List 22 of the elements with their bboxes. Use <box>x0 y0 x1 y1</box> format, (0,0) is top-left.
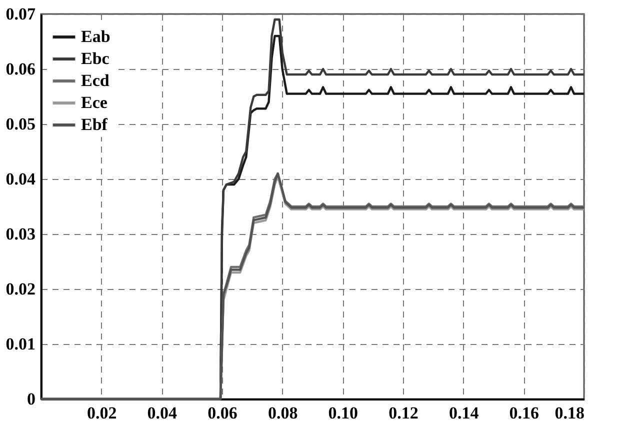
y-tick-label: 0.04 <box>6 170 36 188</box>
y-tick-label: 0.01 <box>6 334 36 354</box>
y-tick-label: 0.03 <box>6 224 36 244</box>
y-tick-label: 0.05 <box>6 114 36 134</box>
x-tick-label: 0.06 <box>208 404 238 422</box>
legend-label: Eab <box>81 27 110 46</box>
y-tick-label: 0.02 <box>6 280 36 298</box>
y-tick-label: 0.06 <box>6 60 36 78</box>
x-tick-label: 0.02 <box>86 404 117 422</box>
x-tick-label: 0.12 <box>388 404 418 422</box>
legend-label: Ebf <box>81 115 108 134</box>
x-tick-label: 0.16 <box>509 404 540 422</box>
y-tick-label: 0.07 <box>6 4 36 24</box>
legend-label: Ebc <box>81 49 110 68</box>
x-tick-label: 0.08 <box>268 404 298 422</box>
legend-label: Ecd <box>81 71 110 90</box>
y-tick-label: 0 <box>27 390 36 408</box>
x-tick-label: 0.14 <box>448 404 480 422</box>
x-tick-label: 0.10 <box>328 404 358 422</box>
x-tick-label: 0.04 <box>147 404 178 422</box>
legend-label: Ece <box>81 93 108 112</box>
x-tick-label: 0.18 <box>554 404 584 422</box>
